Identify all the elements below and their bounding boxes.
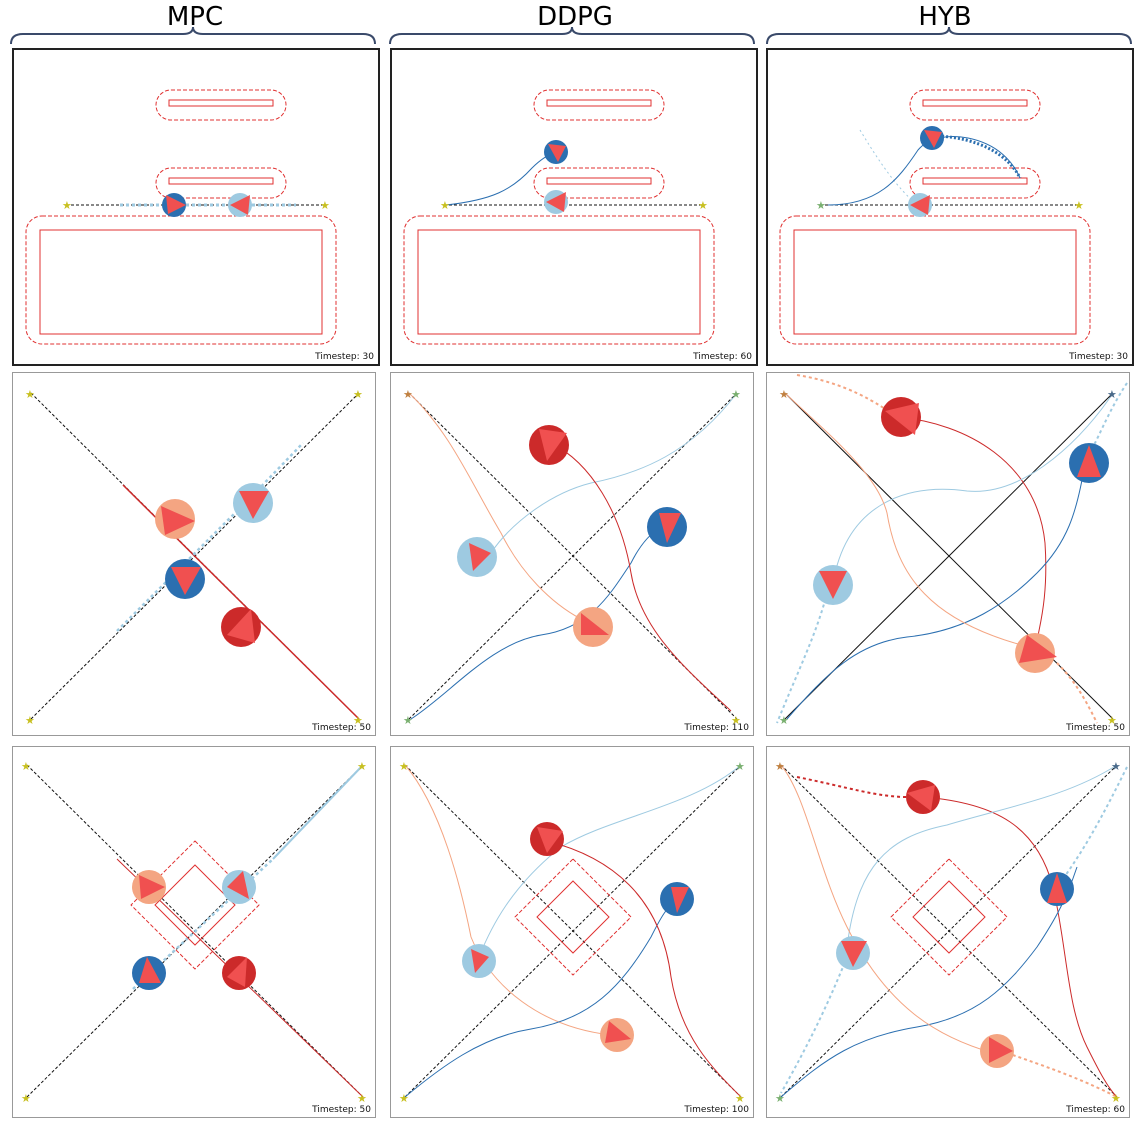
svg-text:★: ★: [357, 760, 367, 773]
svg-text:★: ★: [735, 760, 745, 773]
timestep-label: Timestep: 50: [1066, 723, 1125, 733]
column-title-ddpg: DDPG: [537, 2, 613, 32]
svg-text:★: ★: [1111, 760, 1121, 773]
panel-hyb-obstacle: ★ ★ ★ ★ Timestep: 60: [766, 746, 1130, 1118]
svg-text:★: ★: [403, 714, 413, 727]
svg-text:★: ★: [353, 714, 363, 727]
scene-ddpg-crossing: ★ ★ ★ ★: [403, 388, 741, 727]
timestep-label: Timestep: 60: [1066, 1105, 1125, 1115]
svg-text:★: ★: [775, 1092, 785, 1105]
svg-text:★: ★: [21, 1092, 31, 1105]
panel-hyb-corridor: ★ ★ Timestep: 30: [766, 48, 1134, 366]
scene-ddpg-corridor: ★ ★: [403, 89, 715, 345]
svg-text:★: ★: [1107, 388, 1117, 401]
svg-text:★: ★: [399, 1092, 409, 1105]
svg-text:★: ★: [1074, 199, 1084, 212]
timestep-label: Timestep: 30: [315, 352, 374, 362]
timestep-label: Timestep: 100: [684, 1105, 749, 1115]
column-brace-ddpg: [389, 26, 755, 45]
svg-text:★: ★: [399, 760, 409, 773]
column-brace-mpc: [10, 26, 376, 45]
svg-text:★: ★: [735, 1092, 745, 1105]
svg-text:★: ★: [1111, 1092, 1121, 1105]
panel-ddpg-crossing: ★ ★ ★ ★ Timestep: 110: [390, 372, 754, 736]
panel-ddpg-obstacle: ★ ★ ★ ★ Timestep: 100: [390, 746, 754, 1118]
svg-text:★: ★: [775, 760, 785, 773]
panel-mpc-obstacle: ★ ★ ★ ★ Timestep: 50: [12, 746, 376, 1118]
timestep-label: Timestep: 50: [312, 723, 371, 733]
scene-hyb-obstacle: ★ ★ ★ ★: [775, 760, 1128, 1105]
svg-text:★: ★: [320, 199, 330, 212]
column-title-mpc: MPC: [166, 2, 224, 32]
timestep-label: Timestep: 50: [312, 1105, 371, 1115]
column-brace-hyb: [766, 26, 1132, 45]
svg-text:★: ★: [779, 714, 789, 727]
scene-mpc-crossing: ★ ★ ★ ★: [25, 388, 363, 727]
svg-text:★: ★: [21, 760, 31, 773]
svg-text:★: ★: [440, 199, 450, 212]
svg-text:★: ★: [25, 388, 35, 401]
panel-ddpg-corridor: ★ ★ Timestep: 60: [390, 48, 758, 366]
timestep-label: Timestep: 30: [1069, 352, 1128, 362]
scene-mpc-corridor: ★ ★: [25, 89, 337, 345]
svg-text:★: ★: [731, 388, 741, 401]
svg-text:★: ★: [62, 199, 72, 212]
svg-text:★: ★: [403, 388, 413, 401]
svg-text:★: ★: [353, 388, 363, 401]
column-title-hyb: HYB: [918, 2, 972, 32]
svg-text:★: ★: [1107, 714, 1117, 727]
timestep-label: Timestep: 110: [684, 723, 749, 733]
timestep-label: Timestep: 60: [693, 352, 752, 362]
panel-mpc-corridor: ★ ★ Timestep: 30: [12, 48, 380, 366]
panel-hyb-crossing: ★ ★ ★ ★ Timestep: 50: [766, 372, 1130, 736]
svg-text:★: ★: [731, 714, 741, 727]
svg-text:★: ★: [357, 1092, 367, 1105]
svg-text:★: ★: [816, 199, 826, 212]
svg-text:★: ★: [698, 199, 708, 212]
scene-hyb-crossing: ★ ★ ★ ★: [776, 374, 1128, 727]
svg-text:★: ★: [779, 388, 789, 401]
scene-mpc-obstacle: ★ ★ ★ ★: [21, 760, 367, 1105]
scene-ddpg-obstacle: ★ ★ ★ ★: [399, 760, 745, 1105]
panel-mpc-crossing: ★ ★ ★ ★ Timestep: 50: [12, 372, 376, 736]
scene-hyb-corridor: ★ ★: [779, 89, 1091, 345]
svg-text:★: ★: [25, 714, 35, 727]
